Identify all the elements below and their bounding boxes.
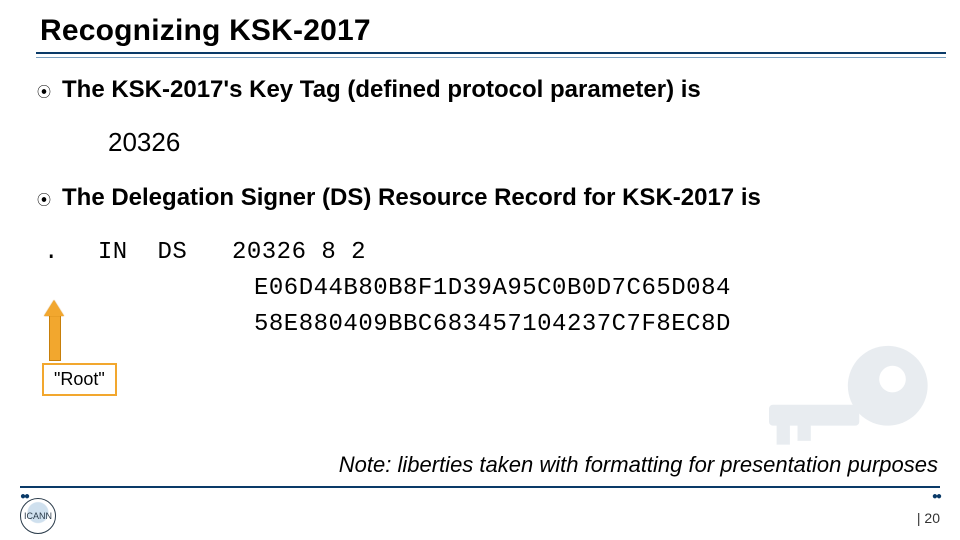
bottom-rule bbox=[20, 486, 940, 488]
arrow-head-icon bbox=[44, 300, 64, 316]
ds-line-2: E06D44B80B8F1D39A95C0B0D7C65D084 bbox=[254, 271, 930, 307]
root-callout: "Root" bbox=[42, 363, 117, 396]
ds-rest1: 20326 8 2 bbox=[217, 235, 366, 271]
slide-title: Recognizing KSK-2017 bbox=[36, 14, 940, 48]
bullet-1: ⦿ The KSK-2017's Key Tag (defined protoc… bbox=[36, 76, 930, 105]
bullet-2: ⦿ The Delegation Signer (DS) Resource Re… bbox=[36, 184, 930, 213]
ds-owner-dot: . bbox=[44, 235, 68, 271]
bullet-2-text: The Delegation Signer (DS) Resource Reco… bbox=[62, 184, 761, 212]
ds-type: DS bbox=[157, 235, 187, 271]
ds-class: IN bbox=[98, 235, 128, 271]
footnote: Note: liberties taken with formatting fo… bbox=[339, 452, 938, 478]
logo-label: ICANN bbox=[24, 512, 52, 521]
bullet-1-text: The KSK-2017's Key Tag (defined protocol… bbox=[62, 76, 701, 104]
page-number: | 20 bbox=[917, 510, 940, 526]
bullet-icon: ⦿ bbox=[36, 79, 52, 105]
rule-dot-right: ●● bbox=[932, 491, 940, 502]
ds-record: . IN DS 20326 8 2 E06D44B80B8F1D39A95C0B… bbox=[44, 235, 930, 343]
key-tag-value: 20326 bbox=[108, 127, 930, 158]
icann-logo-icon: ICANN bbox=[20, 498, 56, 534]
arrow-stem bbox=[49, 316, 61, 361]
slide-body: ⦿ The KSK-2017's Key Tag (defined protoc… bbox=[36, 76, 940, 343]
title-rule bbox=[36, 52, 946, 58]
root-arrow: "Root" bbox=[42, 300, 122, 410]
slide: Recognizing KSK-2017 ⦿ The KSK-2017's Ke… bbox=[0, 0, 960, 540]
bullet-icon: ⦿ bbox=[36, 187, 52, 213]
key-watermark-icon bbox=[750, 330, 940, 470]
ds-line-1: . IN DS 20326 8 2 bbox=[44, 235, 930, 271]
